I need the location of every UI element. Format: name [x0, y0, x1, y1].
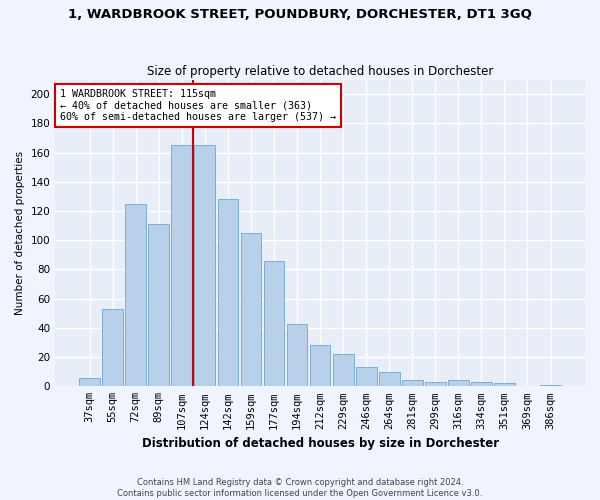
- Bar: [402, 380, 422, 386]
- Bar: [79, 378, 100, 386]
- Bar: [425, 382, 446, 386]
- Y-axis label: Number of detached properties: Number of detached properties: [15, 151, 25, 315]
- Bar: [333, 354, 353, 386]
- Bar: [125, 204, 146, 386]
- Bar: [471, 382, 492, 386]
- Bar: [148, 224, 169, 386]
- X-axis label: Distribution of detached houses by size in Dorchester: Distribution of detached houses by size …: [142, 437, 499, 450]
- Text: Contains HM Land Registry data © Crown copyright and database right 2024.
Contai: Contains HM Land Registry data © Crown c…: [118, 478, 482, 498]
- Bar: [241, 233, 262, 386]
- Bar: [263, 260, 284, 386]
- Bar: [540, 385, 561, 386]
- Bar: [494, 384, 515, 386]
- Text: 1, WARDBROOK STREET, POUNDBURY, DORCHESTER, DT1 3GQ: 1, WARDBROOK STREET, POUNDBURY, DORCHEST…: [68, 8, 532, 20]
- Title: Size of property relative to detached houses in Dorchester: Size of property relative to detached ho…: [147, 66, 493, 78]
- Bar: [379, 372, 400, 386]
- Bar: [194, 146, 215, 386]
- Bar: [448, 380, 469, 386]
- Bar: [218, 200, 238, 386]
- Bar: [102, 309, 123, 386]
- Bar: [356, 368, 377, 386]
- Bar: [287, 324, 307, 386]
- Bar: [172, 146, 192, 386]
- Text: 1 WARDBROOK STREET: 115sqm
← 40% of detached houses are smaller (363)
60% of sem: 1 WARDBROOK STREET: 115sqm ← 40% of deta…: [61, 89, 337, 122]
- Bar: [310, 346, 331, 387]
